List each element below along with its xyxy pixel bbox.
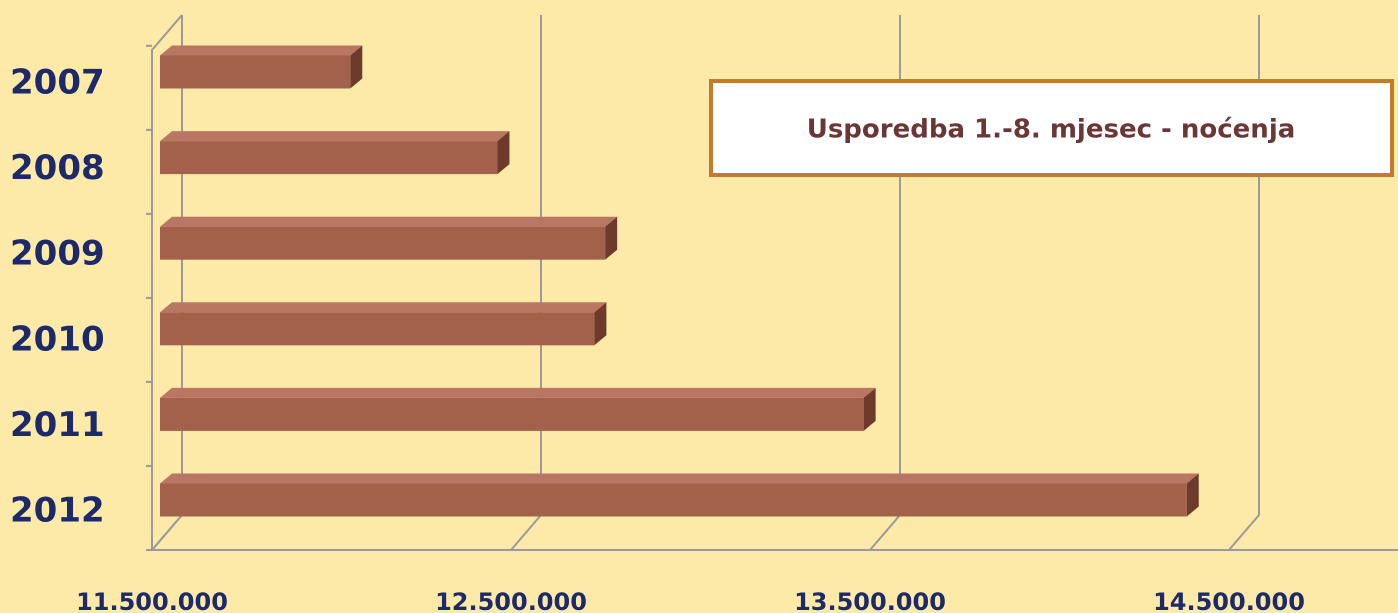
grid: 11.500.000 12.500.000 13.500.000 14.500.000 — [76, 14, 1398, 613]
bar-top — [160, 216, 618, 227]
x-tick-label: 14.500.000 — [1153, 588, 1305, 613]
x-tick-label: 11.500.000 — [76, 588, 228, 613]
bar-top — [160, 302, 607, 313]
bar-top — [160, 131, 510, 142]
bar-top — [160, 387, 876, 398]
bars: 2007 2008 2009 2010 2011 2012 — [10, 45, 1199, 531]
grid-line — [1228, 15, 1260, 551]
bar — [160, 483, 1187, 517]
bar — [160, 226, 606, 260]
bar — [160, 55, 351, 89]
y-tick-label: 2008 — [10, 148, 105, 188]
bar-top — [160, 45, 363, 56]
y-tick-label: 2007 — [10, 63, 105, 103]
bar-side — [350, 45, 363, 89]
x-tick-label: 13.500.000 — [794, 588, 946, 613]
bar-side — [605, 216, 618, 260]
bar-side — [863, 387, 876, 431]
bar — [160, 397, 864, 431]
bar — [160, 312, 595, 346]
y-tick-label: 2011 — [10, 405, 105, 445]
x-tick-label: 12.500.000 — [435, 588, 587, 613]
y-tick-label: 2010 — [10, 319, 105, 359]
y-tick-label: 2012 — [10, 491, 105, 531]
y-tick-label: 2009 — [10, 234, 105, 274]
left-wall — [151, 14, 183, 550]
title-box — [709, 79, 1394, 177]
bar — [160, 141, 498, 175]
bar-top — [160, 473, 1199, 484]
chart-title: Usporedba 1.-8. mjesec - noćenja — [807, 115, 1296, 145]
bar-side — [497, 131, 510, 175]
bar-side — [1186, 473, 1199, 517]
bar-side — [594, 302, 607, 346]
